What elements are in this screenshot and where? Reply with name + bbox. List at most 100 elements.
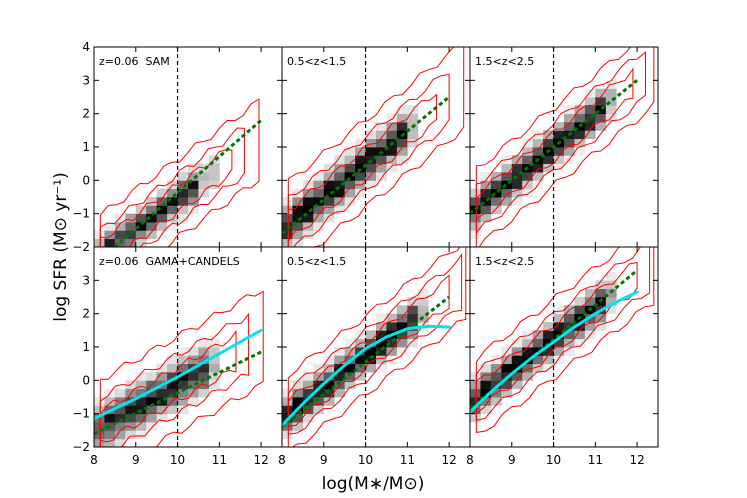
density-cell [605, 105, 617, 115]
density-cell [490, 363, 502, 373]
density-cell [302, 197, 314, 206]
density-cell [407, 138, 419, 148]
density-cell [365, 330, 377, 340]
density-cell [376, 138, 387, 148]
density-cell [584, 288, 596, 298]
density-cell [282, 213, 293, 223]
y-tick-label: 1 [82, 340, 90, 354]
density-cell [177, 197, 189, 206]
density-cell [334, 347, 346, 356]
density-cell [543, 338, 554, 348]
density-cell [302, 188, 314, 198]
density-cell [595, 88, 607, 98]
density-cell [396, 147, 408, 156]
density-cell [522, 347, 534, 356]
density-cell [208, 172, 220, 181]
density-contour [287, 93, 438, 243]
density-cell [323, 397, 335, 406]
density-cell [365, 338, 377, 348]
density-cell [135, 372, 147, 381]
density-cell [135, 213, 147, 223]
density-cell [396, 305, 408, 315]
density-cell [417, 297, 429, 306]
density-cell [334, 163, 346, 173]
density-cell [146, 213, 158, 223]
density-cell [376, 313, 387, 323]
density-cell [104, 230, 116, 240]
panel-plot-area [94, 47, 263, 247]
density-cell [156, 213, 168, 223]
density-cell [595, 105, 607, 115]
density-cell [564, 113, 575, 123]
density-cell [344, 338, 356, 348]
density-cell [511, 355, 523, 365]
density-cell [313, 205, 325, 215]
observed-fit-curve [282, 324, 451, 427]
density-cell [177, 205, 189, 215]
density-cell [417, 288, 429, 298]
density-cell [177, 397, 189, 406]
density-cell [553, 338, 565, 348]
density-cell [344, 372, 356, 381]
density-cell [114, 430, 126, 440]
density-cell [470, 405, 481, 415]
y-tick-label: 0 [82, 373, 90, 387]
density-cell [501, 380, 513, 390]
panel-plot-area [282, 47, 465, 247]
density-cell [198, 188, 210, 198]
density-cell [543, 355, 554, 365]
density-cell [302, 372, 314, 381]
density-cell [396, 347, 408, 356]
density-cell [511, 180, 523, 190]
density-cell [386, 322, 398, 331]
panel-6: 8 9 10 11 12 1.5<z<2.5 [466, 246, 659, 467]
density-cell [282, 422, 293, 431]
density-cell [605, 88, 617, 98]
density-cell [365, 163, 377, 173]
density-cell [177, 388, 189, 398]
density-cell [574, 147, 586, 156]
density-cell [282, 222, 293, 231]
density-cell [543, 138, 554, 148]
density-contour [287, 253, 463, 435]
density-cell [323, 172, 335, 181]
density-cell [344, 380, 356, 390]
density-cell [595, 322, 607, 331]
density-cell [564, 138, 575, 148]
density-cell [323, 205, 335, 215]
density-cell [355, 355, 366, 365]
density-cell [522, 372, 534, 381]
density-cell [188, 197, 199, 206]
density-cell [156, 197, 168, 206]
density-cell [595, 280, 607, 290]
density-cell [470, 380, 481, 390]
density-cell [396, 338, 408, 348]
density-cell [470, 372, 481, 381]
density-cell [292, 388, 304, 398]
density-cell [104, 222, 116, 231]
density-cell [302, 397, 314, 406]
density-cell [302, 388, 314, 398]
density-cell [156, 397, 168, 406]
density-cell [396, 138, 408, 148]
density-cell [167, 213, 178, 223]
density-cell [553, 347, 565, 356]
density-cell [208, 180, 220, 190]
density-contour [99, 312, 250, 447]
density-cell [605, 97, 617, 106]
density-cell [344, 197, 356, 206]
density-cell [365, 363, 377, 373]
density-cell [323, 213, 335, 223]
density-cell [522, 147, 534, 156]
y-tick-label: −1 [72, 207, 90, 221]
density-cell [386, 163, 398, 173]
density-cell [302, 380, 314, 390]
observed-fit-curve [470, 290, 639, 414]
density-cell [470, 222, 481, 231]
density-cell [480, 405, 492, 415]
density-cell [532, 338, 544, 348]
density-cell [511, 163, 523, 173]
density-cell [511, 197, 523, 206]
density-cell [532, 363, 544, 373]
